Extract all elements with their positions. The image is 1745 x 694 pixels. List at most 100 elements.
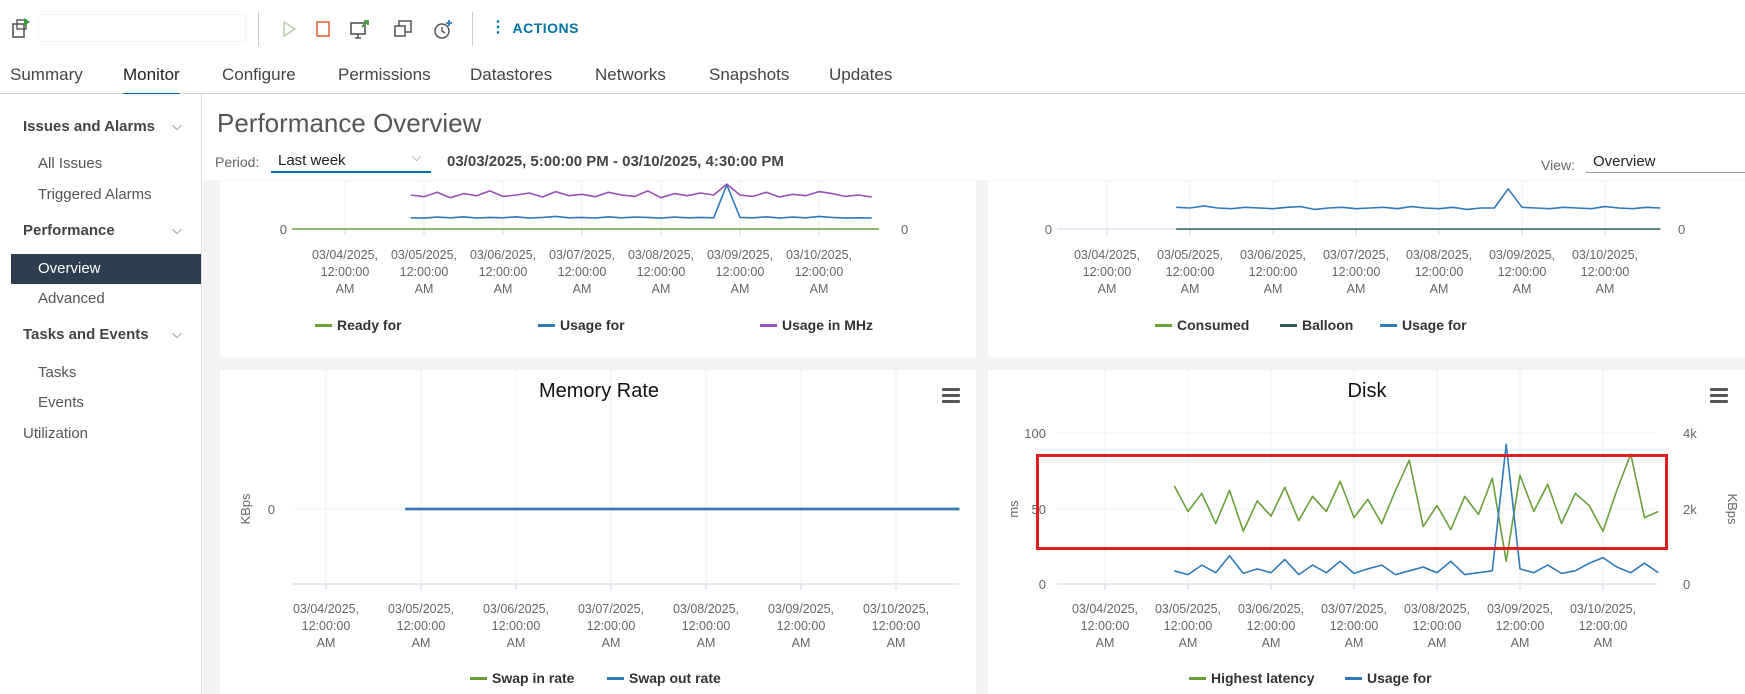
divider	[258, 12, 259, 46]
legend-usage[interactable]: Usage for	[538, 317, 625, 333]
legend-label: Consumed	[1177, 317, 1250, 333]
period-select[interactable]: Last week ⌵	[271, 150, 431, 173]
legend-swatch	[1155, 323, 1172, 327]
x-tick-label: 03/09/2025, 12:00:00 AM	[1489, 248, 1555, 296]
chevron-down-icon[interactable]: ⌵	[172, 326, 182, 341]
y-tick-label: 0	[268, 502, 275, 517]
chevron-down-icon: ⌵	[411, 150, 421, 164]
tab-networks[interactable]: Networks	[595, 65, 666, 84]
y-tick-label: 0	[1045, 222, 1052, 237]
legend-swatch	[1345, 676, 1362, 680]
x-tick-label: 03/07/2025, 12:00:00 AM	[578, 602, 644, 650]
sidebar-item-tasks[interactable]: Tasks	[38, 364, 77, 381]
x-tick-label: 03/10/2025, 12:00:00 AM	[1572, 248, 1638, 296]
x-tick-label: 03/09/2025, 12:00:00 AM	[707, 248, 773, 296]
tab-permissions[interactable]: Permissions	[338, 65, 431, 84]
legend-swap-out[interactable]: Swap out rate	[607, 670, 721, 686]
y-axis-label: ms	[1006, 500, 1021, 518]
more-vertical-icon: ⋮	[490, 19, 507, 36]
tab-updates[interactable]: Updates	[829, 65, 893, 84]
power-off-icon[interactable]	[312, 18, 334, 40]
legend-swap-in[interactable]: Swap in rate	[470, 670, 574, 686]
sidebar-group-issues-and-alarms[interactable]: Issues and Alarms	[23, 118, 156, 135]
y-tick-label: 100	[1024, 426, 1046, 441]
legend-balloon[interactable]: Balloon	[1280, 317, 1353, 333]
chevron-down-icon[interactable]: ⌵	[172, 118, 182, 133]
x-tick-label: 03/05/2025, 12:00:00 AM	[1155, 602, 1221, 650]
legend-swatch	[607, 676, 624, 680]
x-tick-label: 03/07/2025, 12:00:00 AM	[549, 248, 615, 296]
sidebar: Issues and Alarms ⌵ All Issues Triggered…	[0, 94, 202, 694]
legend-usage[interactable]: Usage for	[1345, 670, 1432, 686]
y-tick-label: 0	[1039, 577, 1046, 592]
x-tick-label: 03/05/2025, 12:00:00 AM	[388, 602, 454, 650]
series-line-highest-latency	[1173, 453, 1659, 563]
hamburger-menu-icon[interactable]	[1710, 388, 1728, 404]
power-on-icon[interactable]	[278, 18, 300, 40]
toolbar: ⋮ ACTIONS	[0, 0, 1745, 58]
tab-configure[interactable]: Configure	[222, 65, 296, 84]
hamburger-menu-icon[interactable]	[942, 388, 960, 404]
legend-highest-latency[interactable]: Highest latency	[1189, 670, 1314, 686]
y-axis-label: KBps	[238, 493, 253, 525]
legend-label: Swap out rate	[629, 670, 721, 686]
legend-consumed[interactable]: Consumed	[1155, 317, 1249, 333]
legend-swatch	[538, 323, 555, 327]
legend-swatch	[470, 676, 487, 680]
x-tick-label: 03/07/2025, 12:00:00 AM	[1321, 602, 1387, 650]
highlight-box	[1036, 454, 1668, 550]
date-range: 03/03/2025, 5:00:00 PM - 03/10/2025, 4:3…	[447, 153, 784, 170]
legend-swatch	[760, 323, 777, 327]
sidebar-group-tasks-and-events[interactable]: Tasks and Events	[23, 326, 149, 343]
series-line-usage-for	[1176, 188, 1661, 211]
legend-ready[interactable]: Ready for	[315, 317, 402, 333]
memory-rate-chart: 03/04/2025, 12:00:00 AM 03/05/2025, 12:00:00…	[238, 370, 960, 650]
snapshot-icon[interactable]	[432, 18, 454, 40]
x-tick-label: 03/10/2025, 12:00:00 AM	[1570, 602, 1636, 650]
main-header	[203, 94, 1745, 180]
x-tick-label: 03/10/2025, 12:00:00 AM	[863, 602, 929, 650]
legend-swatch	[315, 323, 332, 327]
view-select[interactable]: Overview	[1586, 153, 1745, 173]
legend-swatch	[1380, 323, 1397, 327]
memory-chart: 03/04/2025, 12:00:00 AM 03/05/2025, 12:00:00…	[1045, 181, 1685, 296]
sidebar-item-triggered-alarms[interactable]: Triggered Alarms	[38, 186, 152, 203]
x-tick-label: 03/10/2025, 12:00:00 AM	[786, 248, 852, 296]
chevron-down-icon[interactable]: ⌵	[172, 222, 182, 237]
y-right-tick-label: 0	[1683, 577, 1690, 592]
legend-label: Usage for	[1402, 317, 1467, 333]
console-icon[interactable]	[349, 18, 371, 40]
sidebar-item-utilization[interactable]: Utilization	[23, 425, 89, 442]
actions-button[interactable]: ⋮ ACTIONS	[490, 19, 579, 37]
x-tick-label: 03/06/2025, 12:00:00 AM	[483, 602, 549, 650]
tab-summary[interactable]: Summary	[10, 65, 83, 84]
tab-datastores[interactable]: Datastores	[470, 65, 553, 84]
migrate-icon[interactable]	[392, 18, 414, 40]
y-right-tick-label: 0	[901, 222, 908, 237]
x-tick-label: 03/04/2025, 12:00:00 AM	[293, 602, 359, 650]
legend-usage[interactable]: Usage for	[1380, 317, 1467, 333]
legend-label: Balloon	[1302, 317, 1354, 333]
tab-snapshots[interactable]: Snapshots	[709, 65, 790, 84]
sidebar-item-all-issues[interactable]: All Issues	[38, 155, 103, 172]
series-line-usage-for	[410, 184, 872, 219]
period-label: Period:	[215, 154, 260, 170]
sidebar-item-events[interactable]: Events	[38, 394, 84, 411]
x-tick-label: 03/04/2025, 12:00:00 AM	[1072, 602, 1138, 650]
x-tick-label: 03/06/2025, 12:00:00 AM	[1240, 248, 1306, 296]
sidebar-item-overview[interactable]: Overview	[11, 254, 201, 284]
x-tick-label: 03/07/2025, 12:00:00 AM	[1323, 248, 1389, 296]
tab-monitor[interactable]: Monitor	[123, 65, 180, 96]
sidebar-item-advanced[interactable]: Advanced	[38, 290, 105, 307]
vm-icon	[10, 16, 34, 45]
memory-rate-chart-panel: 03/04/2025, 12:00:00 AM 03/05/2025, 12:00:00…	[220, 370, 976, 694]
x-tick-label: 03/05/2025, 12:00:00 AM	[1157, 248, 1223, 296]
view-value: Overview	[1593, 153, 1656, 170]
x-tick-label: 03/05/2025, 12:00:00 AM	[391, 248, 457, 296]
x-tick-label: 03/06/2025, 12:00:00 AM	[1238, 602, 1304, 650]
memory-chart-panel: 03/04/2025, 12:00:00 AM 03/05/2025, 12:00:00…	[988, 181, 1745, 357]
legend-usage-mhz[interactable]: Usage in MHz	[760, 317, 873, 333]
legend-swatch	[1189, 676, 1206, 680]
x-tick-label: 03/04/2025, 12:00:00 AM	[1074, 248, 1140, 296]
sidebar-group-performance[interactable]: Performance	[23, 222, 115, 239]
